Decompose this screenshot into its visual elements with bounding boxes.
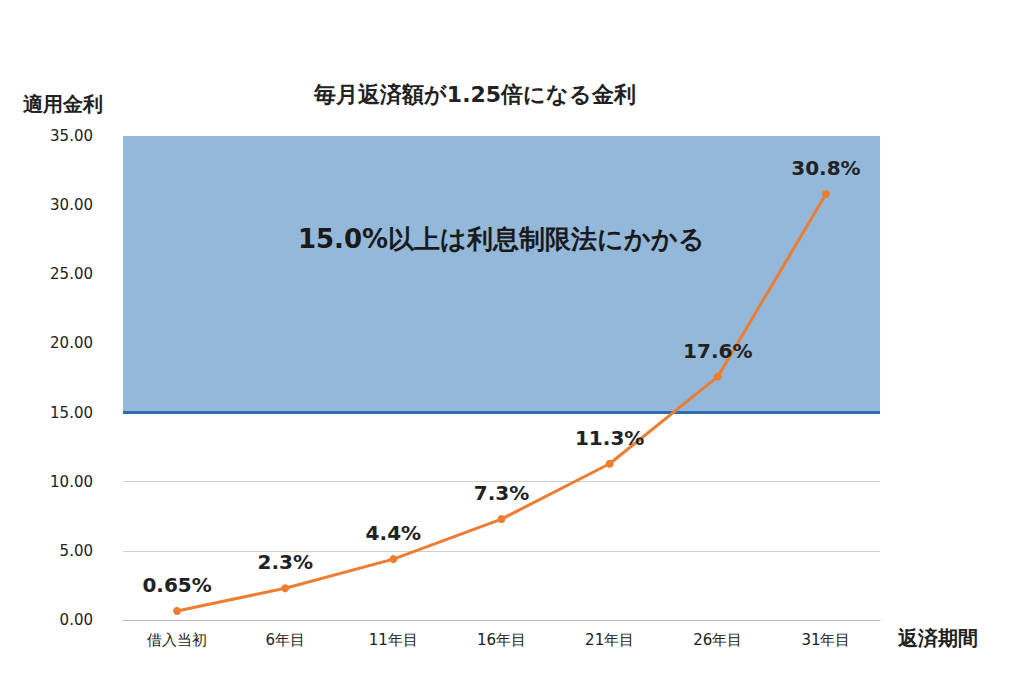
svg-text:7.3%: 7.3% <box>474 481 529 505</box>
svg-text:21年目: 21年目 <box>585 631 634 649</box>
svg-text:11.3%: 11.3% <box>575 426 644 450</box>
svg-text:0.65%: 0.65% <box>142 573 211 597</box>
svg-text:16年目: 16年目 <box>477 631 526 649</box>
svg-text:31年目: 31年目 <box>801 631 850 649</box>
svg-text:30.8%: 30.8% <box>791 156 860 180</box>
svg-text:4.4%: 4.4% <box>366 521 421 545</box>
svg-text:2.3%: 2.3% <box>257 550 312 574</box>
svg-text:0.00: 0.00 <box>60 611 93 629</box>
svg-text:11年目: 11年目 <box>369 631 418 649</box>
svg-text:6年目: 6年目 <box>265 631 305 649</box>
svg-text:借入当初: 借入当初 <box>147 631 207 649</box>
svg-text:15.00: 15.00 <box>50 404 93 422</box>
svg-text:26年目: 26年目 <box>693 631 742 649</box>
svg-text:返済期間: 返済期間 <box>897 626 978 650</box>
svg-text:15.0%以上は利息制限法にかかる: 15.0%以上は利息制限法にかかる <box>298 224 705 254</box>
svg-text:35.00: 35.00 <box>50 127 93 145</box>
svg-text:毎月返済額が1.25倍になる金利: 毎月返済額が1.25倍になる金利 <box>313 82 636 107</box>
svg-text:30.00: 30.00 <box>50 196 93 214</box>
svg-text:適用金利: 適用金利 <box>23 92 103 116</box>
svg-text:25.00: 25.00 <box>50 265 93 283</box>
svg-text:10.00: 10.00 <box>50 473 93 491</box>
svg-text:5.00: 5.00 <box>60 542 93 560</box>
svg-text:20.00: 20.00 <box>50 334 93 352</box>
svg-text:17.6%: 17.6% <box>683 339 752 363</box>
